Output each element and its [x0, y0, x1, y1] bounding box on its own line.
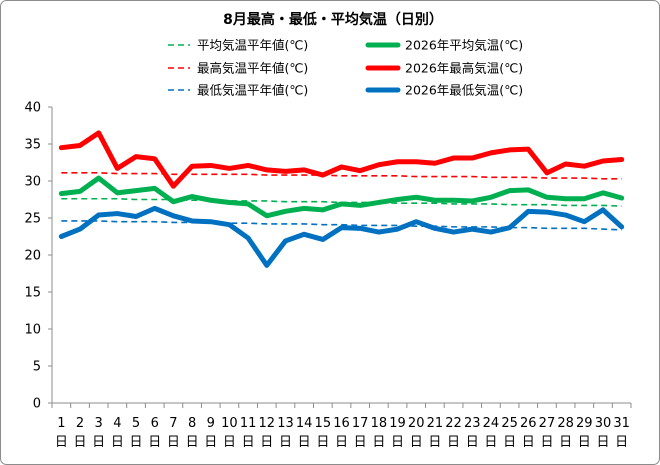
legend-label-max-normal: 最高気温平年値(℃): [197, 61, 308, 76]
y-tick-label: 35: [24, 138, 41, 153]
x-tick-label-suffix: 日: [223, 435, 236, 450]
x-tick-label: 25: [501, 416, 518, 431]
x-tick-label: 1: [57, 416, 65, 431]
x-tick-label: 16: [333, 416, 350, 431]
legend-label-min-2026: 2026年最低気温(℃): [405, 83, 523, 98]
x-tick-label-suffix: 日: [596, 435, 609, 450]
y-tick-label: 0: [33, 397, 41, 412]
x-tick-label: 12: [259, 416, 276, 431]
x-tick-label: 24: [483, 416, 500, 431]
x-tick-label-suffix: 日: [74, 435, 87, 450]
x-tick-label-suffix: 日: [335, 435, 348, 450]
x-tick-label: 28: [557, 416, 574, 431]
x-tick-label-suffix: 日: [298, 435, 311, 450]
x-tick-label-suffix: 日: [186, 435, 199, 450]
y-tick-label: 5: [33, 360, 41, 375]
x-tick-label-suffix: 日: [578, 435, 591, 450]
legend: 平均気温平年値(℃) 2026年平均気温(℃) 最高気温平年値(℃) 2026年最高気…: [168, 38, 523, 98]
chart-title: 8月最高・最低・平均気温（日別）: [223, 11, 443, 28]
x-tick-label: 30: [595, 416, 612, 431]
x-tick-label-suffix: 日: [484, 435, 497, 450]
y-tick-label: 40: [24, 101, 41, 116]
x-tick-label: 23: [464, 416, 481, 431]
series-line-max-2026: [58, 130, 625, 189]
x-tick-label: 26: [520, 416, 537, 431]
y-tick-label: 15: [24, 286, 41, 301]
x-tick-label: 17: [352, 416, 369, 431]
x-tick-label-suffix: 日: [279, 435, 292, 450]
x-tick-label: 7: [169, 416, 177, 431]
x-tick-label-suffix: 日: [466, 435, 479, 450]
x-tick-label: 18: [371, 416, 388, 431]
x-tick-label: 29: [576, 416, 593, 431]
x-tick-label: 4: [113, 416, 121, 431]
x-tick-label-suffix: 日: [447, 435, 460, 450]
x-tick-label-suffix: 日: [615, 435, 628, 450]
x-tick-label: 6: [151, 416, 159, 431]
x-tick-label: 20: [408, 416, 425, 431]
x-tick-label-suffix: 日: [391, 435, 404, 450]
legend-label-max-2026: 2026年最高気温(℃): [405, 61, 523, 76]
series-line-min-normal: [61, 220, 622, 231]
legend-label-mean-normal: 平均気温平年値(℃): [197, 38, 308, 53]
x-tick-label-suffix: 日: [372, 435, 385, 450]
x-tick-label-suffix: 日: [111, 435, 124, 450]
x-tick-label: 9: [207, 416, 215, 431]
plot-series: [58, 130, 625, 268]
x-tick-label-suffix: 日: [410, 435, 423, 450]
x-tick-label-suffix: 日: [522, 435, 535, 450]
series-line-mean-2026: [58, 175, 625, 219]
legend-label-min-normal: 最低気温平年値(℃): [197, 83, 308, 98]
y-tick-label: 30: [24, 175, 41, 190]
x-tick-label: 3: [95, 416, 103, 431]
x-tick-label: 10: [221, 416, 238, 431]
x-tick-label-suffix: 日: [242, 435, 255, 450]
series-line-min-2026: [58, 205, 625, 268]
y-tick-label: 10: [24, 323, 41, 338]
legend-label-mean-2026: 2026年平均気温(℃): [405, 38, 523, 53]
x-tick-label: 8: [188, 416, 196, 431]
x-tick-label: 13: [277, 416, 294, 431]
x-tick-label-suffix: 日: [204, 435, 217, 450]
axes: 05101520253035401日2日3日4日5日6日7日8日9日10日11日…: [24, 101, 632, 450]
x-tick-label-suffix: 日: [92, 435, 105, 450]
x-tick-label-suffix: 日: [559, 435, 572, 450]
x-tick-label: 19: [389, 416, 406, 431]
y-tick-label: 25: [24, 212, 41, 227]
x-tick-label-suffix: 日: [503, 435, 516, 450]
x-tick-label-suffix: 日: [130, 435, 143, 450]
series-line-max-normal: [61, 172, 622, 180]
x-tick-label-suffix: 日: [354, 435, 367, 450]
x-tick-label: 27: [539, 416, 556, 431]
x-tick-label-suffix: 日: [316, 435, 329, 450]
x-tick-label: 31: [613, 416, 630, 431]
x-tick-label-suffix: 日: [260, 435, 273, 450]
x-tick-label: 14: [296, 416, 313, 431]
x-tick-label-suffix: 日: [55, 435, 68, 450]
x-tick-label-suffix: 日: [428, 435, 441, 450]
x-tick-label-suffix: 日: [167, 435, 180, 450]
x-tick-label: 22: [445, 416, 462, 431]
x-tick-label: 15: [315, 416, 332, 431]
x-tick-label-suffix: 日: [540, 435, 553, 450]
x-tick-label: 21: [427, 416, 444, 431]
x-tick-label: 11: [240, 416, 257, 431]
x-tick-label-suffix: 日: [148, 435, 161, 450]
y-tick-label: 20: [24, 249, 41, 264]
x-tick-label: 5: [132, 416, 140, 431]
x-tick-label: 2: [76, 416, 84, 431]
